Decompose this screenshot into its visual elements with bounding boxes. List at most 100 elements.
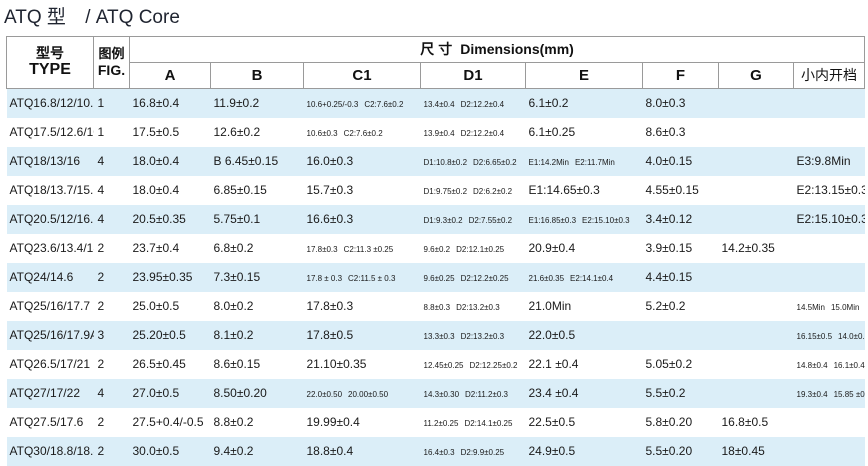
type-cell: ATQ27.5/17.6 [6, 407, 94, 437]
f-cell: 8.0±0.3 [642, 88, 719, 118]
type-cell: ATQ23.6/13.4/18 [6, 233, 94, 263]
c1-cell: 17.8 ± 0.3 C2:11.5 ± 0.3 [303, 262, 421, 292]
c1-cell: 17.8±0.3 [303, 291, 421, 321]
a-cell: 20.5±0.35 [129, 204, 211, 234]
type-cell: ATQ18/13/16 [6, 146, 94, 176]
b-cell: B 6.45±0.15 [210, 146, 304, 176]
value-part: D2:12.1±0.25 [456, 245, 505, 254]
g-cell [718, 349, 794, 379]
col-a-header: A [129, 62, 211, 89]
c1-cell: 18.8±0.4 [303, 436, 421, 466]
g-cell: 18±0.45 [718, 436, 794, 466]
value-part: 9.6±0.2 [423, 245, 451, 254]
c1-cell: 10.6±0.3 C2:7.6±0.2 [303, 117, 421, 147]
table-header: 型号 TYPE 图例 FIG. 尺寸 Dimensions(mm) A B C1 … [6, 36, 866, 89]
value-part: C2:7.6±0.2 [364, 100, 404, 110]
a-cell: 23.95±0.35 [129, 262, 211, 292]
value-part: 15.0Min [830, 303, 860, 312]
page-title: ATQ 型 / ATQ Core [4, 2, 180, 29]
table-row: ATQ23.6/13.4/18 2 23.7±0.4 6.8±0.2 17.8±0.3 C… [6, 233, 865, 263]
value-part: 10.6+0.25/-0.3 [306, 100, 359, 110]
e-cell: 22.5±0.5 [525, 407, 643, 437]
inner-gap-cell [793, 233, 865, 263]
value-part: D2:13.2±0.3 [460, 332, 505, 341]
type-cell: ATQ24/14.6 [6, 262, 94, 292]
b-cell: 8.6±0.15 [210, 349, 304, 379]
table-row: ATQ25/16/17.9A 3 25.20±0.5 8.1±0.2 17.8±0.5 1… [6, 320, 865, 350]
value-part: D2:6.2±0.2 [473, 187, 513, 196]
value-part: D2:13.2±0.3 [456, 303, 500, 312]
b-cell: 6.85±0.15 [210, 175, 304, 205]
value-part: E1:16.85±0.3 [528, 216, 577, 225]
b-cell: 6.8±0.2 [210, 233, 304, 263]
col-b-header: B [210, 62, 304, 89]
value-part: 9.6±0.25 [423, 274, 455, 283]
d1-cell: 13.3±0.3 D2:13.2±0.3 [420, 320, 526, 350]
e-cell: 21.0Min [525, 291, 643, 321]
f-cell: 4.4±0.15 [642, 262, 719, 292]
d1-cell: 13.4±0.4 D2:12.2±0.4 [420, 88, 526, 118]
d1-cell: D1:9.3±0.2 D2:7.55±0.2 [420, 204, 526, 234]
g-cell [718, 291, 794, 321]
value-part: C2:11.3 ±0.25 [343, 245, 394, 254]
inner-gap-cell [793, 88, 865, 118]
d1-cell: 9.6±0.25 D2:12.2±0.25 [420, 262, 526, 292]
f-cell: 4.0±0.15 [642, 146, 719, 176]
value-part: E1:14.2Min [528, 158, 569, 167]
inner-gap-cell [793, 262, 865, 292]
e-cell: 22.1 ±0.4 [525, 349, 643, 379]
b-cell: 7.3±0.15 [210, 262, 304, 292]
value-part: D1:9.75±0.2 [423, 187, 468, 196]
dimensions-header-en: Dimensions(mm) [460, 41, 574, 58]
e-cell: E1:14.2Min E2:11.7Min [525, 146, 643, 176]
g-cell [718, 175, 794, 205]
fig-cell: 4 [93, 146, 130, 176]
table-row: ATQ25/16/17.7 2 25.0±0.5 8.0±0.2 17.8±0.3 8.8… [6, 291, 865, 321]
col-e-header: E [525, 62, 643, 89]
b-cell: 5.75±0.1 [210, 204, 304, 234]
g-cell: 14.2±0.35 [718, 233, 794, 263]
c1-cell: 16.6±0.3 [303, 204, 421, 234]
a-cell: 18.0±0.4 [129, 146, 211, 176]
table-row: ATQ17.5/12.6/10.6117.5±0.512.6±0.210.6±0… [6, 117, 865, 147]
d1-cell: 16.4±0.3 D2:9.9±0.25 [420, 436, 526, 466]
value-part: C2:7.6±0.2 [343, 129, 383, 138]
c1-cell: 22.0±0.50 20.00±0.50 [303, 378, 421, 408]
type-cell: ATQ18/13.7/15.7B [6, 175, 94, 205]
fig-header: 图例 FIG. [93, 36, 130, 89]
type-cell: ATQ25/16/17.7 [6, 291, 94, 321]
dimensions-header-cn: 尺寸 [420, 41, 457, 58]
inner-gap-cell [793, 117, 865, 147]
f-cell: 5.05±0.2 [642, 349, 719, 379]
value-part: 14.8±0.4 [796, 361, 828, 370]
f-cell: 5.5±0.2 [642, 378, 719, 408]
g-cell [718, 262, 794, 292]
a-cell: 16.8±0.4 [129, 88, 211, 118]
table-row: ATQ20.5/12/16.6 4 20.5±0.35 5.75±0.1 16.6±0.… [6, 204, 865, 234]
f-cell: 5.5±0.20 [642, 436, 719, 466]
value-part: 16.4±0.3 [423, 448, 455, 457]
a-cell: 25.20±0.5 [129, 320, 211, 350]
inner-gap-cell: E2:13.15±0.3 [793, 175, 865, 205]
g-cell [718, 378, 794, 408]
value-part: E2:14.1±0.4 [570, 274, 614, 283]
d1-cell: D1:10.8±0.2 D2:6.65±0.2 [420, 146, 526, 176]
col-g-header: G [718, 62, 794, 89]
type-cell: ATQ26.5/17/21 [6, 349, 94, 379]
d1-cell: 8.8±0.3 D2:13.2±0.3 [420, 291, 526, 321]
b-cell: 12.6±0.2 [210, 117, 304, 147]
d1-cell: 14.3±0.30 D2:11.2±0.3 [420, 378, 526, 408]
a-cell: 27.0±0.5 [129, 378, 211, 408]
e-cell: 21.6±0.35 E2:14.1±0.4 [525, 262, 643, 292]
fig-cell: 1 [93, 88, 130, 118]
table-row: ATQ27/17/22 4 27.0±0.5 8.50±0.20 22.0±0.50 20… [6, 378, 865, 408]
type-header: 型号 TYPE [6, 36, 94, 89]
value-part: D1:10.8±0.2 [423, 158, 468, 167]
b-cell: 8.8±0.2 [210, 407, 304, 437]
inner-gap-cell [793, 436, 865, 466]
b-cell: 8.1±0.2 [210, 320, 304, 350]
inner-gap-cell: 14.5Min 15.0Min [793, 291, 865, 321]
g-cell [718, 320, 794, 350]
e-cell: 6.1±0.2 [525, 88, 643, 118]
value-part: D2:12.2±0.4 [460, 100, 505, 110]
